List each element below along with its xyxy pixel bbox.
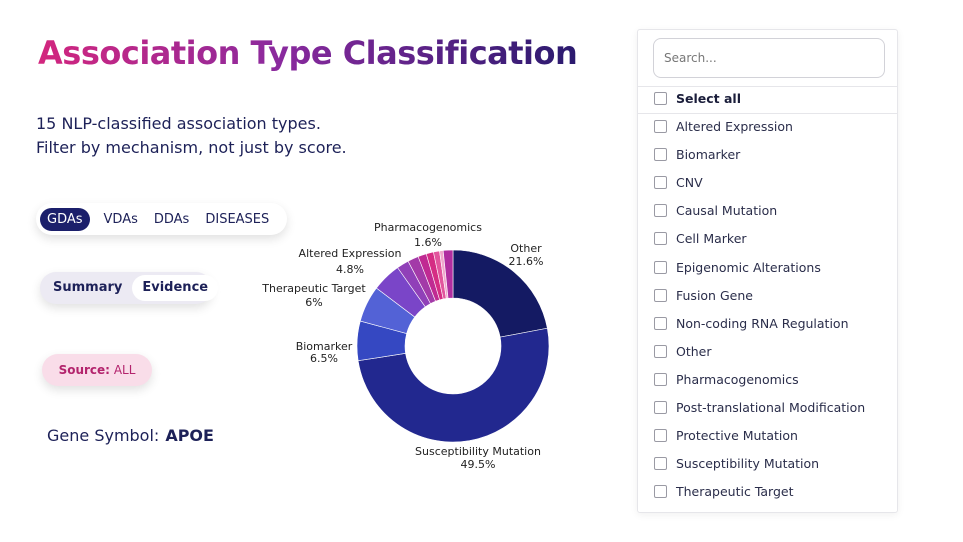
tab-diseases[interactable]: DISEASES (205, 211, 270, 227)
option-label: Protective Mutation (676, 428, 798, 444)
option-label: Therapeutic Target (676, 484, 794, 500)
option-label: Post-translational Modification (676, 400, 866, 415)
slice-value-biomarker: 6.5% (310, 352, 338, 365)
option-checkbox[interactable]: CNV (654, 175, 703, 190)
subtitle-line-2: Filter by mechanism, not just by score. (36, 138, 347, 157)
checkbox-icon[interactable] (654, 148, 667, 162)
option-checkbox[interactable]: Fusion Gene (654, 288, 753, 303)
option-checkbox[interactable]: Epigenomic Alterations (654, 260, 821, 275)
divider (638, 113, 897, 114)
slice-other[interactable] (452, 249, 548, 338)
option-checkbox[interactable]: Altered Expression (654, 119, 793, 134)
slice-label-susceptibility: Susceptibility Mutation (415, 445, 541, 458)
checkbox-icon[interactable] (654, 204, 667, 218)
page-title: Association Type Classification (38, 34, 578, 72)
summary-toggle[interactable]: Summary (53, 280, 123, 295)
slice-label-pharmaco: Pharmacogenomics (374, 221, 482, 234)
checkbox-icon[interactable] (654, 401, 667, 414)
source-value: ALL (113, 363, 136, 377)
association-tabs: GDAs VDAs DDAs DISEASES (36, 203, 287, 235)
source-label: Source: (58, 363, 110, 377)
option-checkbox[interactable]: Other (654, 344, 712, 359)
option-checkbox[interactable]: Protective Mutation (654, 428, 798, 443)
tab-gdas[interactable]: GDAs (40, 207, 90, 231)
option-checkbox[interactable]: Pharmacogenomics (654, 372, 799, 387)
gene-symbol: Gene Symbol: APOE (47, 426, 214, 445)
option-checkbox[interactable]: Cell Marker (654, 231, 747, 246)
source-filter-button[interactable]: Source: ALL (42, 354, 152, 386)
slice-value-other: 21.6% (509, 255, 544, 268)
option-label: Altered Expression (676, 119, 793, 134)
checkbox-icon[interactable] (654, 120, 667, 133)
slice-label-biomarker: Biomarker (296, 340, 353, 353)
slice-value-susceptibility: 49.5% (461, 458, 496, 471)
checkbox-icon[interactable] (654, 288, 667, 302)
search-input[interactable] (653, 38, 885, 78)
slice-value-therapeutic: 6% (305, 296, 322, 309)
slice-pharmacogenomics[interactable] (442, 249, 454, 299)
option-label: Epigenomic Alterations (676, 259, 821, 275)
select-all-label: Select all (676, 91, 741, 106)
view-toggle: Summary Evidence (40, 272, 219, 304)
option-label: CNV (676, 175, 703, 191)
checkbox-icon[interactable] (654, 260, 667, 274)
checkbox-icon[interactable] (654, 232, 667, 246)
option-label: Cell Marker (676, 231, 747, 247)
option-checkbox[interactable]: Therapeutic Target (654, 484, 794, 499)
gene-value: APOE (165, 426, 214, 445)
option-checkbox[interactable]: Susceptibility Mutation (654, 456, 819, 471)
option-label: Other (676, 343, 712, 359)
option-label: Non-coding RNA Regulation (676, 315, 849, 331)
option-label: Causal Mutation (676, 203, 778, 219)
slice-value-altered: 4.8% (336, 263, 364, 276)
subtitle-line-1: 15 NLP-classified association types. (36, 114, 321, 133)
checkbox-icon[interactable] (654, 316, 667, 330)
option-checkbox[interactable]: Non-coding RNA Regulation (654, 316, 849, 331)
tab-ddas[interactable]: DDAs (153, 211, 190, 227)
select-all-checkbox[interactable]: Select all (654, 91, 741, 106)
slice-label-other: Other (510, 242, 542, 255)
checkbox-icon[interactable] (654, 372, 667, 386)
checkbox-icon[interactable] (654, 485, 667, 499)
option-label: Fusion Gene (676, 287, 753, 303)
checkbox-icon[interactable] (654, 176, 667, 190)
option-label: Biomarker (676, 147, 741, 163)
checkbox-icon[interactable] (654, 429, 667, 443)
checkbox-icon[interactable] (654, 344, 667, 358)
tab-vdas[interactable]: VDAs (103, 211, 138, 227)
evidence-toggle[interactable]: Evidence (132, 275, 219, 301)
slice-value-pharmaco: 1.6% (414, 236, 442, 249)
slice-label-therapeutic: Therapeutic Target (261, 282, 366, 295)
option-label: Susceptibility Mutation (676, 456, 820, 472)
filter-panel: Select all Altered Expression Biomarker CN… (637, 29, 898, 513)
divider (638, 86, 897, 87)
slice-susceptibility-mutation[interactable] (357, 327, 550, 443)
option-checkbox[interactable]: Post-translational Modification (654, 400, 865, 415)
option-label: Pharmacogenomics (676, 371, 799, 387)
option-checkbox[interactable]: Causal Mutation (654, 203, 777, 218)
option-checkbox[interactable]: Biomarker (654, 147, 740, 162)
slice-label-altered: Altered Expression (299, 247, 402, 260)
page-subtitle: 15 NLP-classified association types. Fil… (36, 112, 347, 160)
gene-label: Gene Symbol: (47, 426, 160, 445)
checkbox-icon[interactable] (654, 457, 667, 471)
checkbox-icon[interactable] (654, 92, 667, 105)
